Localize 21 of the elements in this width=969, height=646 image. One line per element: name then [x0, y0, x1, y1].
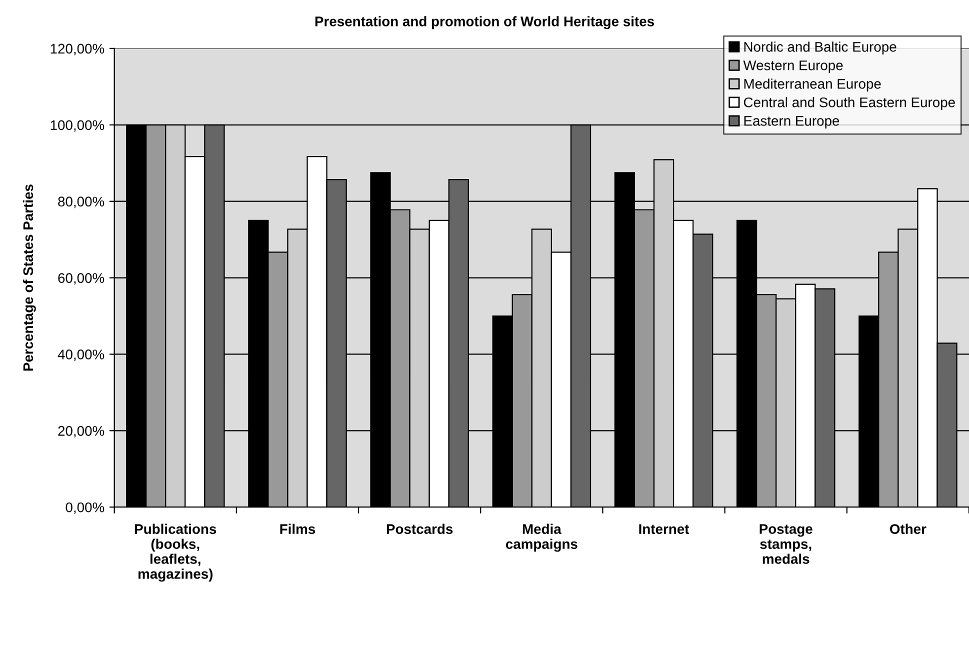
x-tick-label: Postcards [386, 524, 453, 534]
y-tick-label: 40,00% [58, 350, 104, 362]
chart-title: Presentation and promotion of World Heritage sites [315, 16, 654, 30]
x-tick-label: Films [280, 524, 316, 534]
y-tick-label: 100,00% [50, 120, 104, 132]
legend-label: Western Europe [743, 60, 843, 74]
x-tick-label: Publications (books, leaflets, magazines) [135, 524, 216, 582]
legend-label: Mediterranean Europe [744, 78, 881, 92]
x-tick-label: Postage stamps, medals [760, 524, 812, 564]
y-tick-label: 120,00% [50, 44, 104, 56]
legend-label: Nordic and Baltic Europe [744, 42, 896, 55]
x-tick-label: Other [890, 524, 926, 534]
y-tick-label: 80,00% [58, 196, 104, 208]
legend-label: Central and South Eastern Europe [744, 97, 955, 110]
y-tick-label: 60,00% [58, 273, 104, 285]
y-tick-label: 0,00% [66, 502, 104, 514]
y-axis-title: Percentage of States Parties [22, 184, 36, 371]
y-tick-label: 20,00% [58, 426, 104, 438]
x-tick-label: Media campaigns [506, 524, 578, 552]
legend-label: Eastern Europe [744, 116, 840, 129]
x-tick-label: Internet [639, 524, 690, 534]
